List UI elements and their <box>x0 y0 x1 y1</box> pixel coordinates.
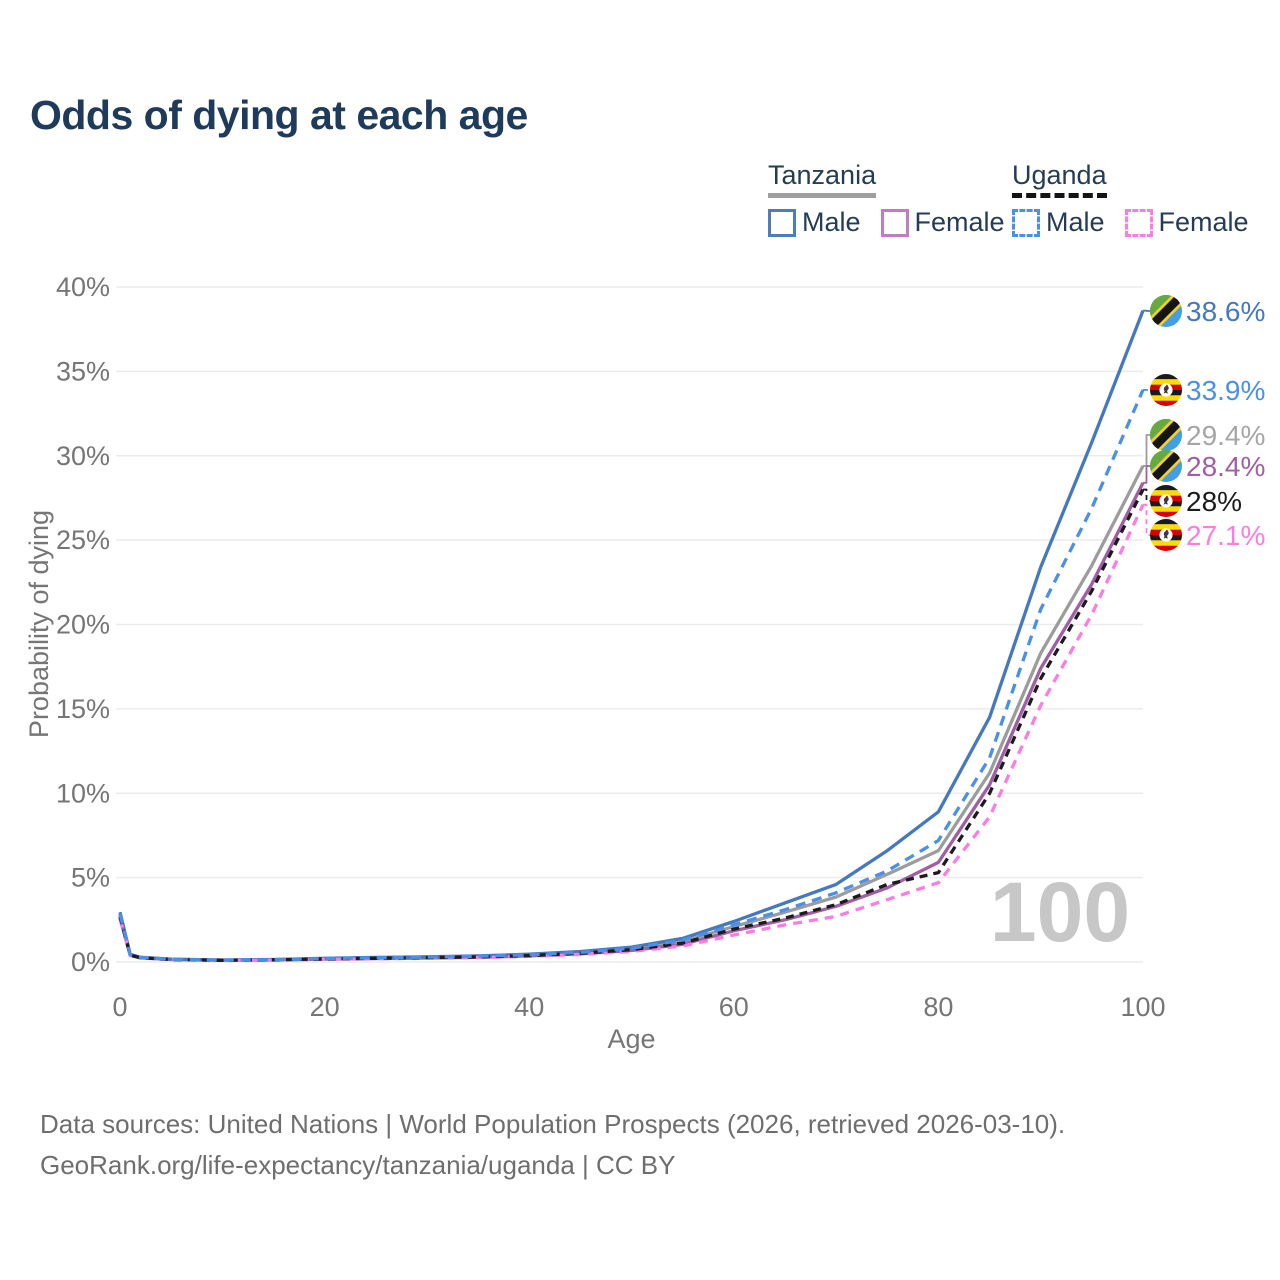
gridlines <box>116 286 1143 963</box>
series-line-uganda-both[interactable] <box>118 488 1145 962</box>
x-tick-label: 20 <box>310 992 340 1022</box>
x-tick-label: 80 <box>923 992 953 1022</box>
axes: 0% 5% 10% 15% 20% 25% 30% 35% 40% 0 20 40 60 80 100 Age… <box>24 272 1166 1054</box>
source-line-2: GeoRank.org/life-expectancy/tanzania/uga… <box>40 1150 676 1180</box>
y-tick-label: 15% <box>56 694 110 724</box>
y-tick-label: 20% <box>56 610 110 640</box>
uganda-female-swatch-icon <box>1124 208 1153 237</box>
end-label-uganda-female: 27.1% <box>1186 520 1265 551</box>
end-label-uganda-both: 28% <box>1186 486 1242 517</box>
uganda-male-swatch-icon <box>1012 208 1040 237</box>
legend-country-tanzania: Tanzania <box>768 160 1025 198</box>
flag-tanzania-icon <box>1148 293 1184 329</box>
flag-tanzania-icon <box>1148 448 1184 484</box>
legend-country-label: Uganda <box>1012 160 1107 198</box>
source-line-1: Data sources: United Nations | World Pop… <box>40 1109 1066 1139</box>
y-axis-title: Probability of dying <box>24 510 54 738</box>
y-tick-label: 10% <box>56 778 110 808</box>
y-tick-label: 5% <box>71 863 110 893</box>
legend-group-uganda: Uganda Male Female <box>1012 160 1269 238</box>
end-label-tanzania-both: 29.4% <box>1186 420 1265 451</box>
x-tick-label: 0 <box>112 992 127 1022</box>
end-label-tanzania-female: 28.4% <box>1186 451 1265 482</box>
y-tick-label: 25% <box>56 525 110 555</box>
y-tick-label: 35% <box>56 356 110 386</box>
legend-item-uganda-female[interactable]: Female <box>1124 207 1249 238</box>
end-connector-uganda-both <box>1143 488 1151 502</box>
hover-age-watermark: 100 <box>990 865 1130 959</box>
end-label-uganda-male: 33.9% <box>1186 375 1265 406</box>
legend-country-label: Tanzania <box>768 160 877 198</box>
tanzania-male-swatch-icon <box>768 208 796 237</box>
end-connector-uganda-female <box>1143 503 1151 536</box>
end-connector-tanzania-female <box>1143 465 1151 484</box>
series-lines <box>118 310 1145 963</box>
x-tick-label: 40 <box>514 992 544 1022</box>
data-source-note: Data sources: United Nations | World Pop… <box>40 1104 1065 1186</box>
legend-item-uganda-male[interactable]: Male <box>1012 207 1105 238</box>
legend-group-tanzania: Tanzania Male Female <box>768 160 1025 238</box>
flag-tanzania-icon <box>1148 417 1184 453</box>
x-tick-label: 100 <box>1120 992 1165 1022</box>
series-line-tanzania-male[interactable] <box>118 310 1145 962</box>
series-line-uganda-male[interactable] <box>118 389 1145 962</box>
legend-country-uganda: Uganda <box>1012 160 1269 198</box>
legend-item-label: Female <box>914 207 1005 237</box>
end-label-tanzania-male: 38.6% <box>1186 296 1265 327</box>
watermark-age-100: 100 <box>990 865 1130 959</box>
legend-item-label: Male <box>1046 207 1105 237</box>
legend-item-tanzania-female[interactable]: Female <box>880 207 1005 238</box>
page-title: Odds of dying at each age <box>30 92 528 138</box>
legend-item-label: Female <box>1158 207 1249 237</box>
flag-uganda-icon <box>1150 485 1182 517</box>
x-tick-label: 60 <box>719 992 749 1022</box>
y-tick-label: 30% <box>56 441 110 471</box>
end-connector-tanzania-both <box>1143 434 1151 467</box>
legend-item-tanzania-male[interactable]: Male <box>768 207 861 238</box>
flag-uganda-icon <box>1150 374 1182 406</box>
legend-item-label: Male <box>802 207 861 237</box>
flag-uganda-icon <box>1150 519 1182 551</box>
y-tick-label: 40% <box>56 272 110 302</box>
y-tick-label: 0% <box>71 947 110 977</box>
end-annotations: 38.6% 33.9% 29.4%28.4% 28%27.1% <box>1143 293 1265 551</box>
tanzania-female-swatch-icon <box>880 208 909 237</box>
x-axis-title: Age <box>607 1024 655 1054</box>
